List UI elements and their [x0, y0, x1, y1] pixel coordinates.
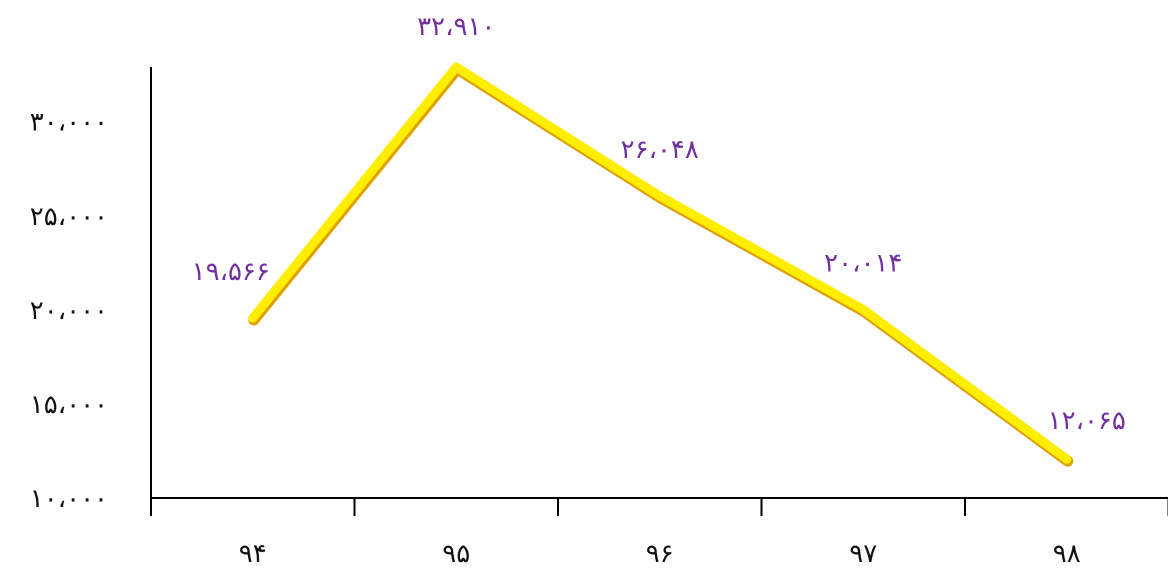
y-tick-label: ۱۰،۰۰۰ [30, 484, 108, 514]
data-label: ۲۰،۰۱۴ [824, 249, 902, 279]
y-tick-label: ۳۰،۰۰۰ [30, 108, 108, 138]
x-tick-label: ۹۵ [442, 539, 470, 569]
x-tick-label: ۹۴ [239, 539, 267, 569]
x-tick-label: ۹۶ [646, 539, 674, 569]
data-point [248, 313, 258, 323]
x-axis: ۹۴ ۹۵ ۹۶ ۹۷ ۹۸ [150, 497, 1168, 569]
data-point [858, 305, 868, 315]
y-axis: ۱۰،۰۰۰ ۱۵،۰۰۰ ۲۰،۰۰۰ ۲۵،۰۰۰ ۳۰،۰۰۰ [30, 67, 152, 514]
y-tick-label: ۲۰،۰۰۰ [30, 296, 108, 326]
data-label: ۱۲،۰۶۵ [1048, 406, 1126, 436]
data-label: ۱۹،۵۶۶ [192, 257, 270, 287]
data-point [655, 191, 665, 201]
data-label: ۳۲،۹۱۰ [417, 12, 495, 42]
data-labels: ۱۹،۵۶۶ ۳۲،۹۱۰ ۲۶،۰۴۸ ۲۰،۰۱۴ ۱۲،۰۶۵ [192, 12, 1126, 436]
x-tick-label: ۹۸ [1053, 539, 1081, 569]
x-tick-label: ۹۷ [849, 539, 877, 569]
data-point [451, 62, 461, 72]
series-line-shadow [248, 63, 1074, 467]
y-tick-label: ۲۵،۰۰۰ [30, 202, 108, 232]
y-tick-label: ۱۵،۰۰۰ [30, 390, 108, 420]
data-label: ۲۶،۰۴۸ [621, 135, 699, 165]
series-line [248, 62, 1072, 464]
data-point [1062, 454, 1072, 464]
series [248, 62, 1074, 467]
